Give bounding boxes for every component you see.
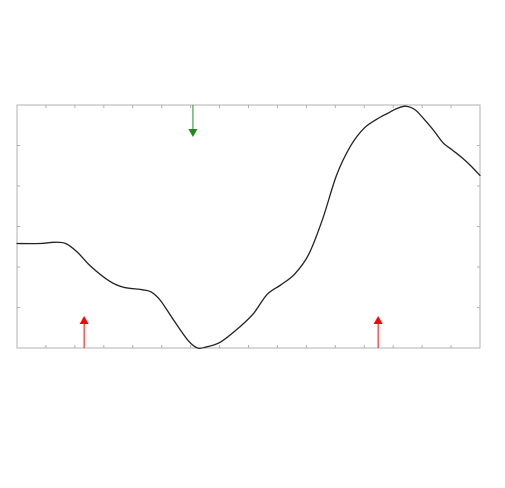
peak-marker-head xyxy=(188,129,198,137)
plot-area-frame xyxy=(16,104,481,349)
trough-marker-arrow xyxy=(79,316,89,348)
trough-marker-head xyxy=(373,316,383,324)
series-line-signal xyxy=(16,105,481,350)
trough-marker-head xyxy=(79,316,89,324)
axis-ticks xyxy=(16,104,481,349)
markers-layer xyxy=(79,105,383,348)
series-layer xyxy=(16,105,481,350)
trough-marker-arrow xyxy=(373,316,383,348)
peak-marker-arrow xyxy=(188,105,198,137)
